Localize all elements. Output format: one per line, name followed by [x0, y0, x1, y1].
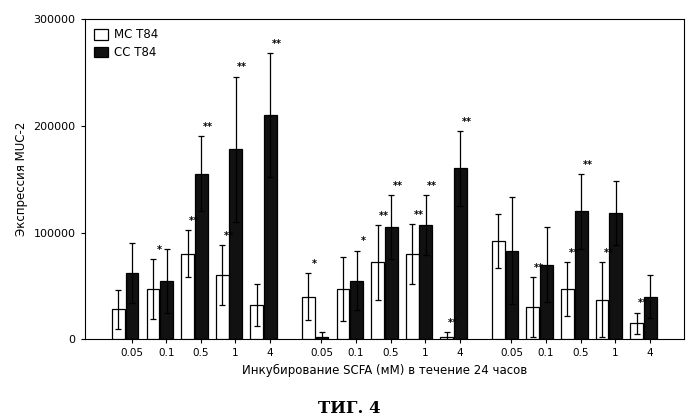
Text: **: **: [603, 248, 614, 258]
Bar: [561, 289, 574, 339]
Bar: [630, 323, 643, 339]
Bar: [147, 289, 159, 339]
Bar: [315, 337, 329, 339]
Text: **: **: [569, 248, 579, 258]
Bar: [526, 307, 539, 339]
Bar: [371, 262, 384, 339]
Text: *: *: [361, 236, 366, 246]
Bar: [454, 168, 467, 339]
Text: ΤИГ. 4: ΤИГ. 4: [318, 400, 381, 417]
Text: *: *: [157, 245, 162, 255]
Bar: [405, 254, 419, 339]
Bar: [181, 254, 194, 339]
Bar: [492, 241, 505, 339]
Text: **: **: [534, 263, 545, 273]
Bar: [216, 275, 229, 339]
Bar: [112, 309, 124, 339]
Text: **: **: [462, 117, 472, 127]
Bar: [419, 225, 432, 339]
Text: **: **: [393, 181, 403, 191]
Text: **: **: [237, 63, 247, 73]
Bar: [596, 300, 608, 339]
Bar: [540, 264, 553, 339]
Text: **: **: [189, 216, 199, 226]
Bar: [126, 273, 138, 339]
Text: *: *: [312, 259, 317, 269]
Legend: MC T84, CC T84: MC T84, CC T84: [91, 25, 162, 63]
Text: **: **: [224, 231, 233, 241]
Bar: [440, 337, 453, 339]
Bar: [644, 296, 657, 339]
Bar: [250, 305, 264, 339]
Bar: [505, 251, 518, 339]
Bar: [160, 281, 173, 339]
Bar: [336, 289, 350, 339]
Text: **: **: [203, 122, 212, 132]
Text: **: **: [272, 39, 282, 49]
Text: **: **: [638, 298, 648, 308]
Y-axis label: Экспрессия MUC-2: Экспрессия MUC-2: [15, 122, 28, 236]
Bar: [610, 214, 622, 339]
X-axis label: Инкубирование SCFA (мМ) в течение 24 часов: Инкубирование SCFA (мМ) в течение 24 час…: [242, 364, 527, 377]
Bar: [195, 174, 208, 339]
Bar: [264, 115, 277, 339]
Bar: [385, 227, 398, 339]
Text: **: **: [414, 210, 424, 220]
Text: **: **: [379, 211, 389, 221]
Bar: [229, 149, 243, 339]
Text: **: **: [582, 160, 593, 170]
Text: **: **: [427, 181, 437, 191]
Bar: [302, 296, 315, 339]
Bar: [575, 211, 588, 339]
Text: **: **: [448, 318, 458, 328]
Bar: [350, 281, 363, 339]
